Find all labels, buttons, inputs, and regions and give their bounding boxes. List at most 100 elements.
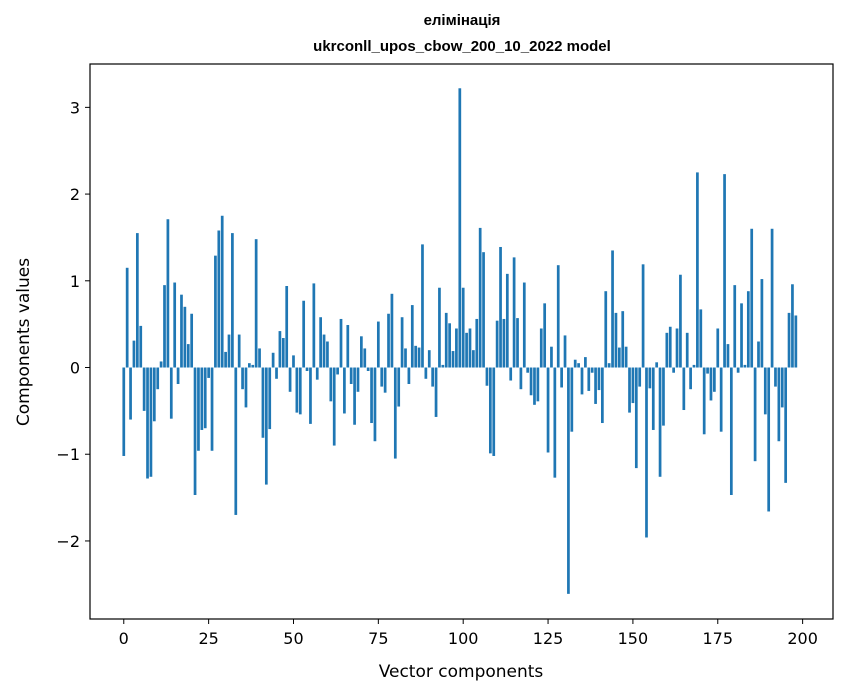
bar-29 bbox=[220, 215, 224, 368]
y-tick-label: 2 bbox=[70, 185, 80, 204]
bar-79 bbox=[390, 293, 394, 368]
bar-191 bbox=[770, 228, 774, 368]
chart-title-line-1: елімінація bbox=[424, 12, 501, 29]
bar-130 bbox=[563, 335, 567, 368]
bar-63 bbox=[336, 367, 339, 375]
bar-2 bbox=[129, 367, 132, 420]
bar-16 bbox=[176, 367, 180, 384]
bar-53 bbox=[302, 300, 306, 368]
bar-108 bbox=[488, 367, 492, 454]
bar-164 bbox=[679, 274, 682, 368]
bar-170 bbox=[699, 309, 703, 368]
bar-13 bbox=[166, 219, 170, 368]
bar-195 bbox=[784, 367, 788, 483]
bar-12 bbox=[163, 285, 166, 368]
bar-70 bbox=[360, 336, 363, 368]
bar-128 bbox=[556, 265, 560, 368]
bar-47 bbox=[281, 338, 285, 368]
bar-161 bbox=[668, 326, 672, 368]
bar-159 bbox=[662, 367, 665, 426]
bar-158 bbox=[658, 367, 662, 477]
bar-119 bbox=[526, 367, 530, 373]
bar-139 bbox=[594, 367, 597, 404]
bar-43 bbox=[268, 367, 272, 430]
bar-51 bbox=[295, 367, 299, 413]
bar-152 bbox=[638, 367, 642, 387]
bar-48 bbox=[285, 286, 289, 368]
bar-198 bbox=[794, 315, 798, 368]
bar-37 bbox=[248, 363, 251, 368]
bar-7 bbox=[146, 367, 149, 479]
bar-150 bbox=[631, 367, 635, 404]
bar-21 bbox=[193, 367, 197, 495]
bar-137 bbox=[587, 367, 591, 391]
bar-74 bbox=[373, 367, 377, 442]
bar-27 bbox=[214, 255, 217, 368]
bar-141 bbox=[601, 367, 604, 424]
bar-85 bbox=[410, 305, 414, 368]
bar-98 bbox=[455, 328, 458, 368]
bar-11 bbox=[159, 361, 163, 368]
bar-157 bbox=[655, 362, 659, 368]
bar-36 bbox=[244, 367, 248, 408]
bar-109 bbox=[492, 367, 496, 456]
bar-28 bbox=[217, 230, 221, 368]
bar-71 bbox=[363, 348, 367, 368]
bar-0 bbox=[122, 367, 126, 456]
bar-168 bbox=[692, 364, 696, 368]
bar-56 bbox=[312, 283, 316, 368]
bar-151 bbox=[634, 367, 638, 469]
bar-49 bbox=[288, 367, 292, 392]
bar-14 bbox=[169, 367, 173, 419]
bar-111 bbox=[499, 246, 502, 368]
bar-132 bbox=[570, 367, 574, 432]
bar-101 bbox=[465, 332, 468, 368]
bar-124 bbox=[543, 303, 547, 368]
bar-189 bbox=[763, 367, 767, 415]
x-tick-label: 200 bbox=[787, 629, 818, 648]
y-axis-ticks: −2 −1 0 1 2 3 bbox=[56, 98, 90, 551]
bar-66 bbox=[346, 325, 350, 368]
bar-58 bbox=[319, 317, 322, 368]
bar-144 bbox=[611, 250, 614, 368]
bar-180 bbox=[733, 285, 737, 368]
bar-100 bbox=[461, 287, 465, 368]
bar-187 bbox=[757, 341, 760, 368]
bar-5 bbox=[139, 325, 143, 368]
bar-134 bbox=[577, 363, 580, 368]
bar-105 bbox=[478, 227, 482, 368]
x-tick-label: 75 bbox=[368, 629, 388, 648]
x-tick-label: 0 bbox=[119, 629, 129, 648]
bar-32 bbox=[231, 233, 234, 368]
bar-173 bbox=[709, 367, 713, 401]
bar-138 bbox=[590, 367, 594, 373]
bar-174 bbox=[713, 367, 716, 392]
bar-154 bbox=[645, 367, 648, 538]
bar-197 bbox=[791, 284, 794, 368]
bar-38 bbox=[251, 364, 255, 368]
bar-55 bbox=[309, 367, 312, 424]
bar-188 bbox=[760, 279, 764, 368]
bar-171 bbox=[702, 367, 706, 435]
bar-23 bbox=[200, 367, 204, 430]
bar-34 bbox=[237, 334, 241, 368]
bar-190 bbox=[767, 367, 771, 512]
bar-81 bbox=[397, 367, 401, 407]
y-tick-label: −1 bbox=[56, 445, 80, 464]
bar-176 bbox=[719, 367, 723, 432]
bar-153 bbox=[641, 264, 645, 368]
bar-54 bbox=[305, 367, 309, 371]
bar-162 bbox=[672, 367, 675, 373]
bar-84 bbox=[407, 367, 411, 384]
bar-35 bbox=[241, 367, 244, 390]
bar-73 bbox=[370, 367, 373, 424]
bar-133 bbox=[573, 359, 577, 368]
bar-33 bbox=[234, 367, 238, 515]
bar-125 bbox=[546, 367, 550, 453]
bar-89 bbox=[424, 367, 428, 379]
bar-192 bbox=[774, 367, 777, 387]
bar-110 bbox=[495, 320, 499, 368]
bar-185 bbox=[750, 228, 754, 368]
bar-76 bbox=[380, 367, 384, 387]
bar-92 bbox=[434, 367, 438, 417]
